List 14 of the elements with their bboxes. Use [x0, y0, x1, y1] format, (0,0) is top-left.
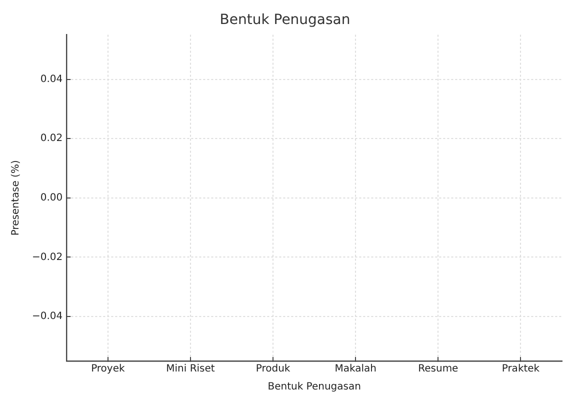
x-axis-title: Bentuk Penugasan: [268, 382, 361, 393]
y-tick-label: 0.04: [40, 74, 63, 85]
x-tick-label: Mini Riset: [166, 364, 215, 375]
y-tick-label: −0.04: [32, 311, 63, 322]
y-tick-label: 0.02: [40, 133, 63, 144]
y-tick-label: −0.02: [32, 252, 63, 263]
x-tick-label: Produk: [256, 364, 290, 375]
x-tick-label: Proyek: [91, 364, 125, 375]
chart-title: Bentuk Penugasan: [220, 12, 350, 28]
x-tick-label: Praktek: [502, 364, 540, 375]
y-axis-title: Presentase (%): [10, 160, 22, 236]
x-tick-label: Resume: [418, 364, 458, 375]
y-tick-label: 0.00: [40, 192, 63, 204]
x-tick-label: Makalah: [334, 364, 376, 375]
